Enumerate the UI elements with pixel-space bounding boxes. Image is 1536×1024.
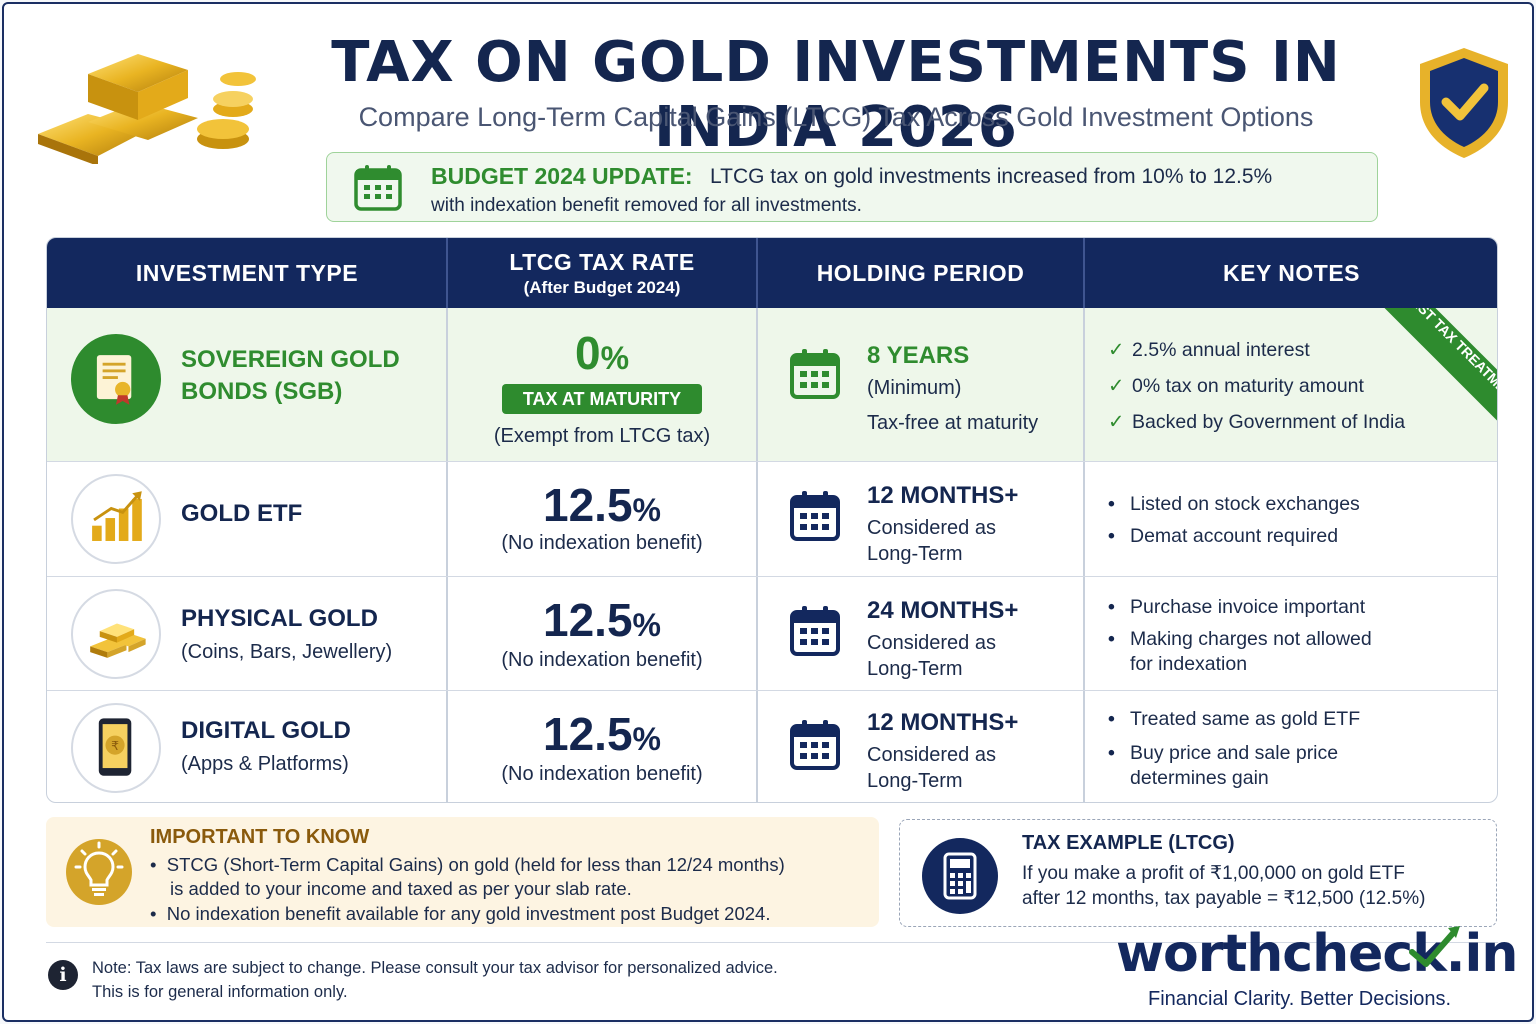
important-title: IMPORTANT TO KNOW [150, 826, 370, 848]
gold-etf-rate-note: (No indexation benefit) [501, 532, 703, 554]
shield-check-icon [1420, 48, 1508, 158]
brand-tagline: Financial Clarity. Better Decisions. [1148, 988, 1452, 1010]
calendar-icon [790, 491, 840, 541]
header-ltcg-rate: LTCG TAX RATE (After Budget 2024) [509, 248, 695, 297]
list-item: • Listed on stock exchanges [1108, 493, 1360, 515]
digital-gold-holding-note: Long-Term [867, 770, 963, 792]
list-item: • Demat account required [1108, 525, 1339, 547]
sgb-holding-note: Tax-free at maturity [867, 412, 1039, 434]
list-item: • Treated same as gold ETF [1108, 708, 1361, 730]
tax-example-line: If you make a profit of ₹1,00,000 on gol… [1022, 863, 1405, 884]
disclaimer-text-line2: This is for general information only. [92, 983, 348, 1001]
info-icon: i [48, 960, 78, 990]
list-item: ✓ 0% tax on maturity amount [1108, 375, 1364, 397]
tax-at-maturity-badge: TAX AT MATURITY [502, 384, 702, 414]
digital-gold-holding-period: 12 MONTHS+ [867, 709, 1019, 736]
physical-gold-holding-note: Long-Term [867, 658, 963, 680]
tax-comparison-table: INVESTMENT TYPE LTCG TAX RATE (After Budg… [46, 237, 1498, 803]
gold-etf-holding-note: Long-Term [867, 543, 963, 565]
list-item-continued: for indexation [1130, 653, 1248, 675]
physical-gold-sub: (Coins, Bars, Jewellery) [181, 641, 393, 663]
digital-gold-name: DIGITAL GOLD [181, 717, 351, 744]
header-investment-type: INVESTMENT TYPE [135, 259, 359, 286]
phone-coin-icon: ₹ [71, 703, 161, 793]
calendar-icon [790, 720, 840, 770]
table-row-gold-etf: GOLD ETF 12.5% (No indexation benefit) 1… [47, 461, 1497, 576]
physical-gold-rate: 12.5% [543, 594, 661, 646]
list-item: • STCG (Short-Term Capital Gains) on gol… [150, 854, 785, 875]
list-item: • Purchase invoice important [1108, 596, 1366, 618]
physical-gold-holding-period: 24 MONTHS+ [867, 597, 1019, 624]
header-holding-period: HOLDING PERIOD [816, 259, 1025, 286]
table-row-physical-gold: PHYSICAL GOLD (Coins, Bars, Jewellery) 1… [47, 576, 1497, 690]
list-item: • No indexation benefit available for an… [150, 903, 771, 924]
header-key-notes: KEY NOTES [1223, 259, 1360, 286]
digital-gold-sub: (Apps & Platforms) [181, 753, 349, 775]
table-header: INVESTMENT TYPE LTCG TAX RATE (After Budg… [47, 238, 1497, 308]
calendar-icon [790, 606, 840, 656]
lightbulb-icon [66, 839, 132, 905]
bar-chart-icon [71, 474, 161, 564]
footer-divider [46, 942, 1498, 943]
sgb-holding-sub: (Minimum) [867, 377, 962, 399]
list-item: • Buy price and sale price [1108, 742, 1339, 764]
tax-example-title: TAX EXAMPLE (LTCG) [1022, 832, 1235, 854]
svg-text:₹: ₹ [111, 738, 119, 753]
gold-etf-rate: 12.5% [543, 479, 661, 531]
list-item: ✓ 2.5% annual interest [1108, 339, 1310, 361]
gold-bars-icon [38, 54, 256, 164]
page-title: TAX ON GOLD INVESTMENTS IN INDIA 2026 [331, 30, 1341, 160]
budget-update-text: LTCG tax on gold investments increased f… [710, 165, 1273, 188]
list-item: • Making charges not allowed [1108, 628, 1372, 650]
digital-gold-rate-note: (No indexation benefit) [501, 763, 703, 785]
certificate-icon [71, 334, 161, 424]
table-row-sgb: SOVEREIGN GOLD BONDS (SGB) 0% TAX AT MAT… [47, 308, 1497, 461]
checkmark-arrow-icon [1409, 926, 1460, 967]
important-to-know-box: IMPORTANT TO KNOW • STCG (Short-Term Cap… [46, 817, 879, 927]
budget-update-banner: BUDGET 2024 UPDATE: LTCG tax on gold inv… [326, 152, 1378, 222]
calculator-icon [922, 838, 998, 914]
table-row-digital-gold: ₹ DIGITAL GOLD (Apps & Platforms) 12.5% … [47, 690, 1497, 802]
gold-etf-name: GOLD ETF [181, 500, 303, 527]
sgb-name: SOVEREIGN GOLD BONDS (SGB) [181, 346, 400, 405]
calendar-icon [790, 349, 840, 399]
digital-gold-rate: 12.5% [543, 708, 661, 760]
budget-update-label: BUDGET 2024 UPDATE: [431, 163, 693, 189]
gold-etf-holding-sub: Considered as [867, 517, 996, 539]
list-item-continued: is added to your income and taxed as per… [170, 878, 632, 899]
list-item: ✓ Backed by Government of India [1108, 411, 1406, 433]
budget-update-text-line2: with indexation benefit removed for all … [431, 195, 862, 216]
list-item-continued: determines gain [1130, 767, 1269, 789]
physical-gold-rate-note: (No indexation benefit) [501, 649, 703, 671]
page-subtitle: Compare Long-Term Capital Gains (LTCG) T… [358, 102, 1314, 132]
sgb-holding-period: 8 YEARS [867, 342, 970, 369]
tax-example-line: after 12 months, tax payable = ₹12,500 (… [1022, 888, 1426, 909]
digital-gold-holding-sub: Considered as [867, 744, 996, 766]
disclaimer-text: Note: Tax laws are subject to change. Pl… [92, 959, 778, 977]
physical-gold-name: PHYSICAL GOLD [181, 605, 378, 632]
gold-bar-stack-icon [71, 589, 161, 679]
sgb-rate: 0% [574, 327, 630, 379]
gold-etf-holding-period: 12 MONTHS+ [867, 482, 1019, 509]
calendar-icon [354, 165, 402, 211]
sgb-rate-note: (Exempt from LTCG tax) [493, 425, 711, 447]
tax-example-box: TAX EXAMPLE (LTCG) If you make a profit … [899, 819, 1497, 927]
physical-gold-holding-sub: Considered as [867, 632, 996, 654]
